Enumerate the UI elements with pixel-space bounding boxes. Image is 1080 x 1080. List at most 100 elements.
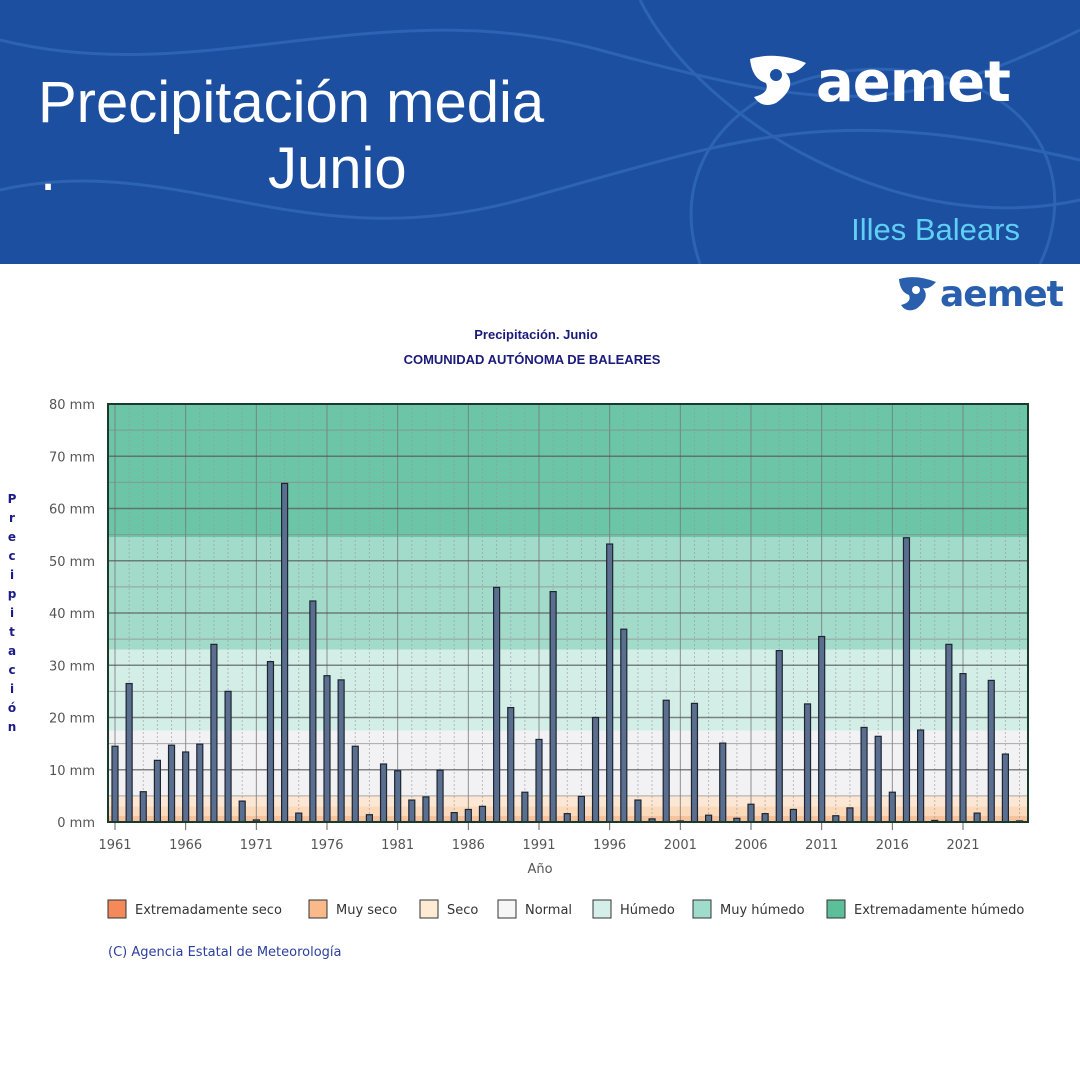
bar-1975 xyxy=(309,600,317,823)
band-normal xyxy=(108,730,1028,796)
logo-text: aemet xyxy=(816,50,1011,115)
aemet-logo-icon xyxy=(750,55,806,105)
y-tick-label: 80 mm xyxy=(49,398,95,413)
aemet-logo: aemet xyxy=(746,50,1011,115)
x-tick-label: 2016 xyxy=(876,838,909,853)
bar-1981 xyxy=(394,770,402,823)
y-axis-label-char: ó xyxy=(8,701,16,715)
decorative-contour-lines xyxy=(0,0,1080,264)
bar-2018 xyxy=(916,729,925,823)
bar-1965 xyxy=(167,744,176,823)
bar-1993 xyxy=(563,813,571,823)
bar-1987 xyxy=(478,805,487,823)
y-tick-label: 20 mm xyxy=(49,712,95,727)
bar-2020 xyxy=(945,643,953,823)
x-axis-label: Año xyxy=(527,862,552,877)
bar-1979 xyxy=(365,814,373,823)
bar-1964 xyxy=(153,759,161,823)
bar-1998 xyxy=(634,799,642,823)
header-banner: Precipitación media . Junio aemet Illes … xyxy=(0,0,1080,264)
bar-2024 xyxy=(1001,753,1010,823)
bar-1978 xyxy=(351,745,359,823)
bar-1966 xyxy=(182,751,190,823)
x-tick-label: 1976 xyxy=(310,838,343,853)
y-tick-label: 0 mm xyxy=(57,816,95,831)
y-tick-label: 40 mm xyxy=(49,607,95,622)
legend-swatch xyxy=(308,899,328,919)
y-axis-label-char: i xyxy=(10,568,14,582)
chart-aemet-logo: aemet xyxy=(896,274,1064,315)
y-tick-label: 60 mm xyxy=(49,503,95,518)
bar-1985 xyxy=(450,811,458,823)
legend-swatch xyxy=(826,899,846,919)
y-axis-label-char: c xyxy=(8,549,15,563)
bar-2006 xyxy=(747,803,755,823)
bar-2011 xyxy=(818,635,826,823)
legend-label: Seco xyxy=(447,903,478,918)
band-extremadamente-húmedo xyxy=(108,404,1028,538)
bar-1972 xyxy=(266,660,275,823)
bar-2008 xyxy=(775,650,783,823)
band-muy-seco xyxy=(108,806,1028,816)
bar-1986 xyxy=(464,808,472,823)
bar-2023 xyxy=(987,679,995,823)
bar-1995 xyxy=(591,716,600,823)
y-axis-label-char: n xyxy=(8,720,17,734)
bar-1988 xyxy=(493,586,501,823)
chart-subtitle: COMUNIDAD AUTÓNOMA DE BALEARES xyxy=(404,352,661,367)
bar-1967 xyxy=(196,743,204,823)
bar-2009 xyxy=(789,808,798,823)
copyright-text: (C) Agencia Estatal de Meteorología xyxy=(108,945,342,960)
bar-1990 xyxy=(521,791,529,823)
bar-1977 xyxy=(337,679,345,823)
precipitation-chart: Precipitación. Junio COMUNIDAD AUTÓNOMA D… xyxy=(8,327,1029,960)
region-label: Illes Balears xyxy=(851,212,1020,247)
logo-text: aemet xyxy=(940,274,1064,315)
bar-1991 xyxy=(535,738,543,823)
bar-1994 xyxy=(577,795,586,823)
bar-1969 xyxy=(224,690,232,823)
bar-1996 xyxy=(606,543,614,823)
band-húmedo xyxy=(108,649,1028,731)
bar-2002 xyxy=(690,702,699,823)
y-tick-label: 10 mm xyxy=(49,764,95,779)
x-tick-label: 1966 xyxy=(169,838,202,853)
bar-1997 xyxy=(620,628,628,823)
x-tick-label: 1991 xyxy=(522,838,555,853)
legend-swatch xyxy=(419,899,439,919)
aemet-logo-icon xyxy=(899,276,936,310)
bar-2014 xyxy=(860,726,868,823)
bar-2022 xyxy=(973,812,981,823)
x-tick-label: 1981 xyxy=(381,838,414,853)
x-tick-label: 2021 xyxy=(946,838,979,853)
bar-1989 xyxy=(507,706,515,823)
bar-2015 xyxy=(874,735,882,823)
bar-1968 xyxy=(210,643,218,823)
y-axis-label-char: i xyxy=(10,606,14,620)
bar-1982 xyxy=(408,799,416,823)
bar-1984 xyxy=(436,769,444,823)
x-tick-label: 1986 xyxy=(452,838,485,853)
x-tick-label: 2006 xyxy=(734,838,767,853)
x-tick-label: 2001 xyxy=(664,838,697,853)
bar-1992 xyxy=(549,590,557,823)
legend-label: Extremadamente húmedo xyxy=(854,903,1024,918)
plot-frame xyxy=(107,403,1029,823)
legend-swatch xyxy=(107,899,127,919)
y-tick-label: 50 mm xyxy=(49,555,95,570)
page-title: Precipitación media xyxy=(38,70,545,135)
bar-1983 xyxy=(422,796,430,823)
bar-2021 xyxy=(959,673,967,823)
legend-label: Extremadamente seco xyxy=(135,903,282,918)
bar-2016 xyxy=(888,791,896,823)
title-dot: . xyxy=(40,138,57,203)
bar-1961 xyxy=(111,745,119,823)
bar-1976 xyxy=(323,675,331,823)
legend-label: Normal xyxy=(525,903,572,918)
bar-1974 xyxy=(295,812,303,823)
bar-1963 xyxy=(139,791,147,823)
bar-2017 xyxy=(902,537,911,823)
bar-2007 xyxy=(761,813,769,823)
page-subtitle: Junio xyxy=(268,136,407,201)
bar-1970 xyxy=(238,800,246,823)
